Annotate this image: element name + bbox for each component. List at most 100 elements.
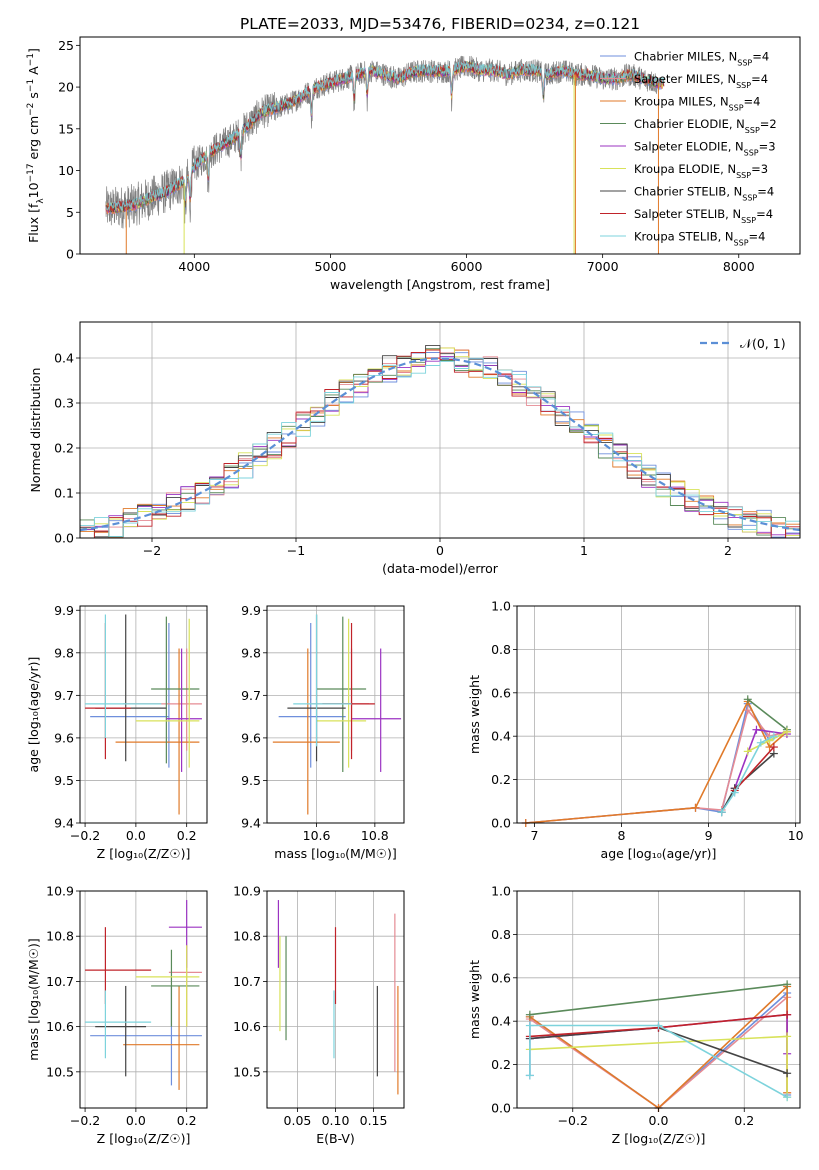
legend-label: Kroupa MILES, NSSP=4 <box>634 95 760 113</box>
legend-label-part: Chabrier ELODIE, N <box>634 117 745 131</box>
y-tick-label: 0.3 <box>54 396 74 411</box>
axes-age_vs_Z: −0.2 0.0 0.2 9.4 9.5 9.6 9.7 9.8 9.9 Z [log₁₀(Z/Z… <box>26 603 208 861</box>
legend-label-part: SSP <box>742 193 757 202</box>
y-tick-label: 0.8 <box>491 927 511 942</box>
y-tick-label: 10.5 <box>46 1064 74 1079</box>
panels: 4000 5000 6000 7000 80000510152025wavelength… <box>26 36 804 1146</box>
x-tick-label: 6000 <box>451 259 483 274</box>
x-tick-label: 7 <box>530 828 538 843</box>
panel-residuals: −2 −1 0 1 2 0.0 0.1 0.2 0.3 0.4 (data-model)/error… <box>28 321 801 576</box>
panel-mass_vs_Z: −0.2 0.0 0.2 10.5 10.6 10.7 10.8 10.9 Z [log₁₀(Z… <box>26 884 208 1146</box>
y-tick-label: 0.1 <box>54 486 74 501</box>
x-tick-label: −0.2 <box>70 828 100 843</box>
data-point <box>123 985 200 1090</box>
residual-histograms <box>80 344 800 538</box>
y-axis-label-part: A <box>26 66 41 79</box>
series-line-kroupa_stelib <box>720 735 775 813</box>
axes-frame <box>79 890 208 1109</box>
series-line-salpeter_stelib <box>734 746 775 792</box>
legend-label-part: SSP <box>734 238 749 247</box>
legend-label-part: =4 <box>749 230 766 244</box>
axes-frame <box>79 605 208 824</box>
x-tick-label: 0.0 <box>126 828 146 843</box>
x-tick-label: 2 <box>724 543 732 558</box>
y-axis-label: mass weight <box>467 960 482 1039</box>
axes-frame <box>266 605 405 824</box>
data-point <box>293 614 352 747</box>
residual-legend: 𝒩(0, 1) <box>700 336 786 351</box>
data-point <box>278 623 346 768</box>
legend-label-part: SSP <box>741 216 756 225</box>
plot-area-spectrum <box>105 55 665 254</box>
y-axis-label-part: s <box>26 92 41 103</box>
y-axis-label-part: λ <box>36 198 46 204</box>
x-tick-label: 5000 <box>315 259 347 274</box>
y-tick-label: 1.0 <box>491 599 511 614</box>
legend-label-part: Salpeter MILES, N <box>634 72 736 86</box>
y-tick-label: 0 <box>66 247 74 262</box>
y-tick-label: 9.6 <box>54 730 74 745</box>
x-tick-label: 4000 <box>178 259 210 274</box>
y-tick-label: 10 <box>58 163 74 178</box>
y-tick-label: 10.9 <box>233 884 261 899</box>
legend-label-part: SSP <box>736 171 751 180</box>
y-axis-label-part: −1 <box>26 79 36 92</box>
x-axis-label: (data-model)/error <box>382 561 499 576</box>
plot-area-residuals <box>80 344 800 538</box>
y-axis-label-part: −17 <box>26 163 36 182</box>
data-point <box>115 648 200 815</box>
y-tick-label: 0.2 <box>54 441 74 456</box>
x-tick-label: 0.2 <box>177 1113 197 1128</box>
legend-label: Salpeter STELIB, NSSP=4 <box>634 207 773 225</box>
y-tick-label: 9.4 <box>54 816 74 831</box>
legend-label-part: =4 <box>744 95 761 109</box>
legend-label-part: Kroupa ELODIE, N <box>634 162 736 176</box>
data-point <box>95 985 147 1077</box>
data-point <box>151 949 200 1027</box>
y-tick-label: 0.0 <box>491 1101 511 1116</box>
axes-mass_weight_vs_age: 7 8 9 10 0.0 0.2 0.4 0.6 0.8 1.0 age [log₁₀(age/yr… <box>467 599 804 862</box>
x-axis-label: Z [log₁₀(Z/Z☉)] <box>97 1131 191 1146</box>
legend-label-part: Kroupa STELIB, N <box>634 230 734 244</box>
x-tick-label: −1 <box>287 543 305 558</box>
data-point <box>272 648 340 815</box>
axes-frame <box>516 605 801 824</box>
x-tick-label: 10.6 <box>303 828 331 843</box>
y-tick-label: 0.4 <box>491 729 511 744</box>
legend-label-part: =4 <box>756 207 773 221</box>
y-tick-label: 0.6 <box>491 685 511 700</box>
legend-label-part: Chabrier STELIB, N <box>634 185 742 199</box>
data-point <box>85 614 162 738</box>
legend-label-part: =2 <box>760 117 777 131</box>
y-tick-label: 10.6 <box>46 1019 74 1034</box>
y-tick-label: 0.0 <box>491 816 511 831</box>
y-tick-label: 0.2 <box>491 772 511 787</box>
x-tick-label: 0.2 <box>734 1113 754 1128</box>
legend-label: Chabrier ELODIE, NSSP=2 <box>634 117 777 135</box>
y-axis-label-part: 10 <box>26 182 41 198</box>
y-tick-label: 9.5 <box>54 773 74 788</box>
panel-age_vs_mass: 10.6 10.8 9.4 9.5 9.6 9.7 9.8 9.9 mass [log₁₀(M/… <box>241 603 405 861</box>
y-tick-label: 10.5 <box>233 1064 261 1079</box>
y-tick-label: 0.4 <box>54 351 74 366</box>
axes-age_vs_mass: 10.6 10.8 9.4 9.5 9.6 9.7 9.8 9.9 mass [log₁₀(M/… <box>241 603 405 861</box>
data-point <box>166 648 202 772</box>
y-tick-label: 9.9 <box>241 603 261 618</box>
legend-label-part: SSP <box>729 103 744 112</box>
y-tick-label: 10.7 <box>233 974 261 989</box>
legend-label: Kroupa STELIB, NSSP=4 <box>634 230 765 248</box>
series-line-chabrier_elodie <box>529 983 788 1016</box>
legend-label: Salpeter ELODIE, NSSP=3 <box>634 140 776 158</box>
y-axis-label-part: erg cm <box>26 116 41 164</box>
x-tick-label: 0 <box>436 543 444 558</box>
x-tick-label: 7000 <box>587 259 619 274</box>
x-tick-label: 0.2 <box>177 828 197 843</box>
plot-area-mass_weight_vs_age <box>521 695 791 827</box>
x-tick-label: 0.0 <box>126 1113 146 1128</box>
legend-label: 𝒩(0, 1) <box>740 336 786 351</box>
model-spectrum-kroupa_stelib <box>105 61 665 211</box>
y-tick-label: 0.0 <box>54 531 74 546</box>
